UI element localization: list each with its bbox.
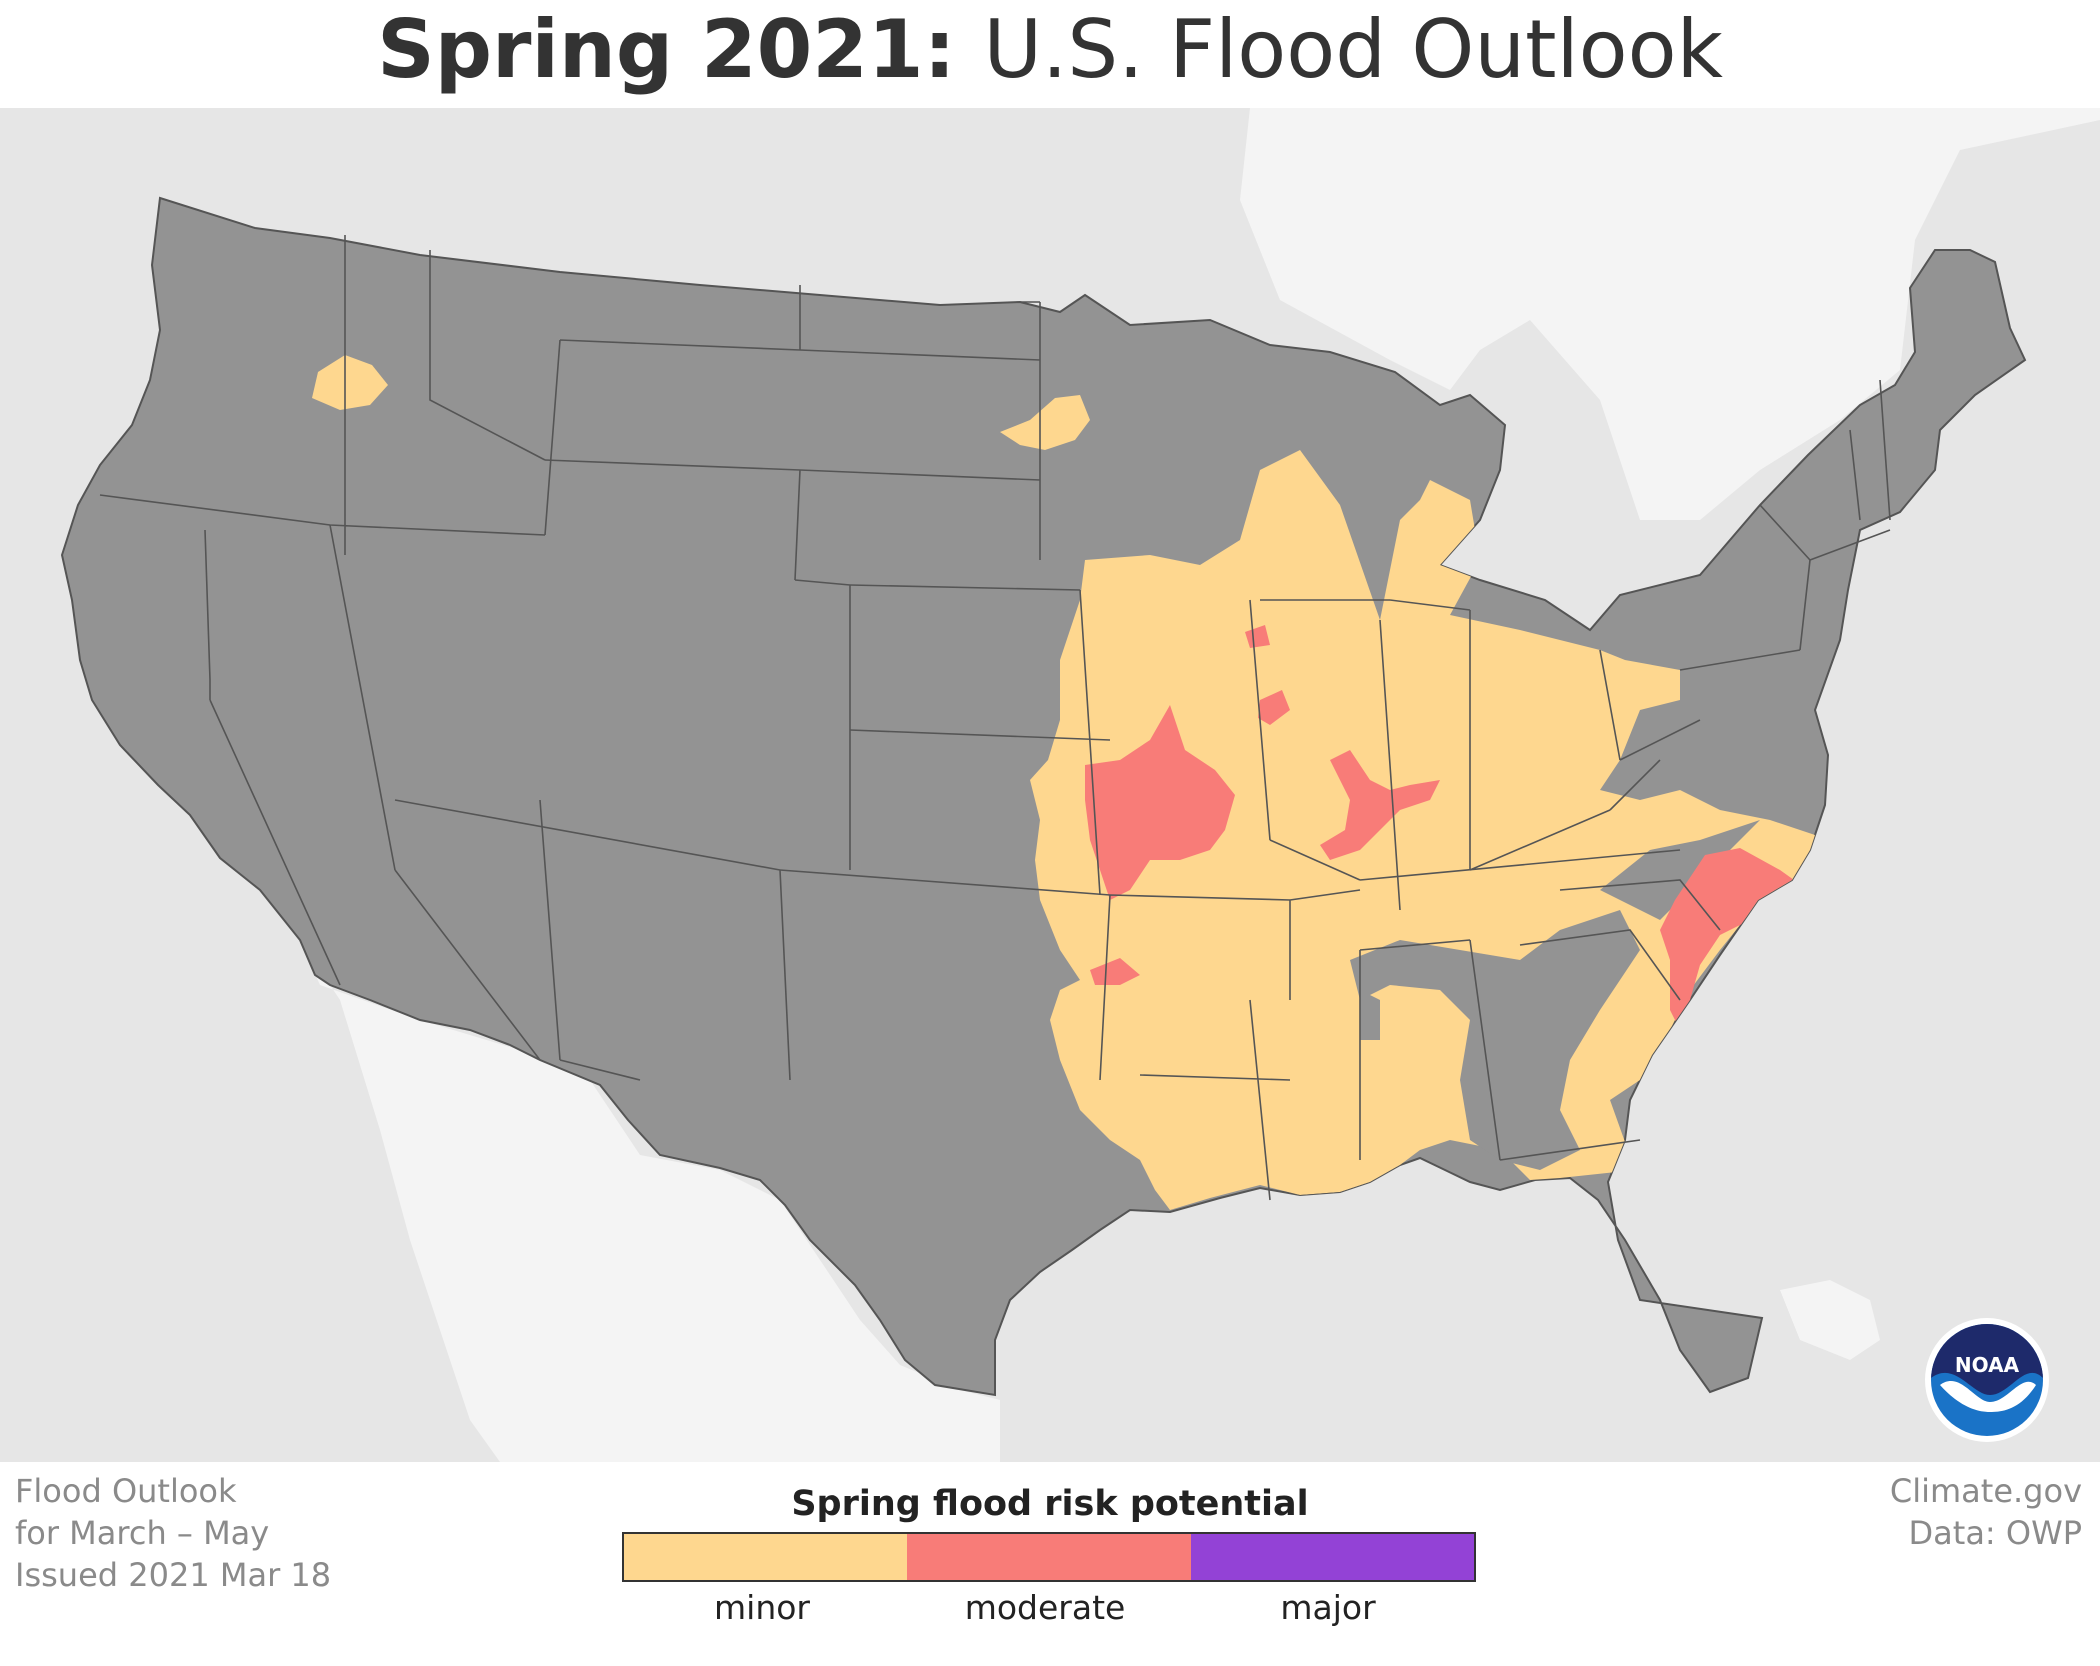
map-svg: NOAA	[0, 108, 2100, 1462]
lake-erie	[1560, 570, 1670, 620]
source-line-2: Data: OWP	[1908, 1514, 2082, 1552]
mexico-land	[300, 940, 1000, 1462]
legend-label-major: major	[1280, 1588, 1376, 1627]
cuba-land	[1780, 1280, 1880, 1360]
no-risk-southeast	[1350, 910, 1640, 1170]
outlook-line-2: for March – May	[15, 1514, 270, 1552]
noaa-logo-text: NOAA	[1955, 1353, 2020, 1377]
legend-swatch-major	[1190, 1534, 1474, 1580]
minor-risk-northdakota	[1000, 395, 1090, 450]
legend-swatch-minor	[624, 1534, 908, 1580]
moderate-risk-ohio-valley	[1320, 750, 1440, 860]
legend-bar	[622, 1532, 1476, 1582]
moderate-risk-oklahoma	[1090, 958, 1140, 985]
map-area: NOAA	[0, 108, 2100, 1462]
minor-risk-central	[1030, 450, 1815, 1210]
lake-huron	[1500, 460, 1575, 540]
canada-land	[1240, 108, 2100, 520]
map-title: Spring 2021: U.S. Flood Outlook	[0, 0, 2100, 108]
title-bold: Spring 2021:	[377, 3, 984, 96]
source-info: Climate.gov Data: OWP	[1890, 1470, 2082, 1554]
outlook-line-1: Flood Outlook	[15, 1472, 237, 1510]
outlook-info: Flood Outlook for March – May Issued 202…	[15, 1470, 331, 1596]
minor-risk-idaho	[312, 355, 388, 410]
outlook-line-3: Issued 2021 Mar 18	[15, 1556, 332, 1594]
legend-label-moderate: moderate	[964, 1588, 1126, 1627]
legend-label-minor: minor	[714, 1588, 810, 1627]
legend-swatch-moderate	[907, 1534, 1191, 1580]
noaa-logo: NOAA	[1925, 1318, 2049, 1442]
moderate-risk-missouri	[1085, 705, 1235, 900]
state-borders	[99, 235, 1891, 1201]
source-line-1: Climate.gov	[1889, 1472, 2082, 1510]
legend-title: Spring flood risk potential	[791, 1484, 1309, 1524]
title-regular: U.S. Flood Outlook	[983, 3, 1723, 96]
